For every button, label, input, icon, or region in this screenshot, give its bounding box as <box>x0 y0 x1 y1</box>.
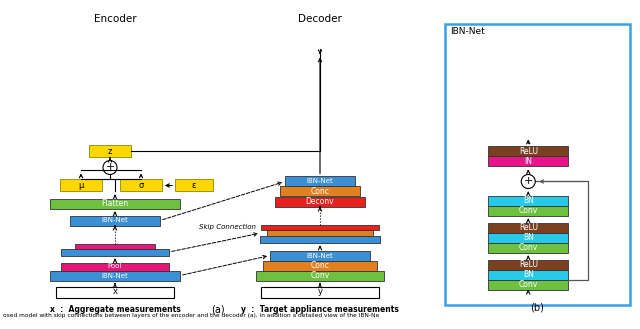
Text: Decoder: Decoder <box>298 14 342 24</box>
Text: μ: μ <box>78 181 84 190</box>
Text: Deconv: Deconv <box>306 197 334 206</box>
Bar <box>488 157 568 166</box>
Text: x: x <box>113 288 118 296</box>
Text: Conc: Conc <box>310 187 330 196</box>
Text: (b): (b) <box>531 302 545 313</box>
Text: σ: σ <box>138 181 143 190</box>
Text: y  :  Target appliance measurements: y : Target appliance measurements <box>241 306 399 315</box>
Text: ε: ε <box>192 181 196 190</box>
Bar <box>261 287 379 297</box>
Text: Conv: Conv <box>518 206 538 215</box>
Text: BN: BN <box>523 270 534 279</box>
Bar <box>488 233 568 242</box>
Bar <box>60 180 102 191</box>
Bar <box>488 280 568 290</box>
Text: Conv: Conv <box>518 280 538 289</box>
Bar <box>488 146 568 157</box>
Bar <box>488 242 568 252</box>
Bar <box>56 287 174 297</box>
Text: Conv: Conv <box>310 271 330 280</box>
Bar <box>50 198 180 209</box>
Text: IN: IN <box>524 157 532 166</box>
Bar <box>61 263 169 270</box>
Bar <box>445 24 630 305</box>
Text: Conv: Conv <box>518 243 538 252</box>
Bar <box>267 230 373 236</box>
Text: x  :  Aggregate measurements: x : Aggregate measurements <box>50 306 180 315</box>
Text: IBN-Net: IBN-Net <box>450 28 484 37</box>
Text: ReLU: ReLU <box>519 260 538 269</box>
Bar <box>256 270 384 281</box>
Text: +: + <box>524 176 533 187</box>
Bar <box>488 269 568 280</box>
Bar <box>488 206 568 215</box>
Bar <box>70 215 160 225</box>
Bar <box>261 224 379 230</box>
Text: Pool: Pool <box>108 264 122 269</box>
Bar <box>75 243 155 248</box>
Text: IBN-Net: IBN-Net <box>102 272 129 279</box>
Text: osed model with skip connections between layers of the encoder and the decoder (: osed model with skip connections between… <box>3 314 380 318</box>
Bar <box>263 261 377 270</box>
Bar <box>285 176 355 187</box>
Text: IBN-Net: IBN-Net <box>102 217 129 223</box>
Text: Conc: Conc <box>310 261 330 270</box>
Bar <box>275 196 365 207</box>
Bar <box>50 270 180 281</box>
Bar <box>120 180 162 191</box>
Bar <box>89 145 131 158</box>
Text: +: + <box>106 163 115 172</box>
Text: Skip Connection: Skip Connection <box>199 223 256 230</box>
Text: BN: BN <box>523 196 534 205</box>
Text: Encoder: Encoder <box>93 14 136 24</box>
Bar <box>280 187 360 196</box>
Text: Flatten: Flatten <box>101 199 129 208</box>
Bar <box>175 180 213 191</box>
Text: (a): (a) <box>211 305 224 315</box>
Bar <box>270 250 370 261</box>
Text: IBN-Net: IBN-Net <box>307 252 333 259</box>
Text: y: y <box>317 288 323 296</box>
Text: IBN-Net: IBN-Net <box>307 179 333 185</box>
Text: ReLU: ReLU <box>519 147 538 156</box>
Bar <box>488 195 568 206</box>
Text: z: z <box>108 147 112 156</box>
Bar <box>488 260 568 269</box>
Bar <box>61 248 169 256</box>
Bar <box>260 236 380 242</box>
Text: BN: BN <box>523 233 534 242</box>
Text: ReLU: ReLU <box>519 223 538 232</box>
Bar <box>488 222 568 233</box>
